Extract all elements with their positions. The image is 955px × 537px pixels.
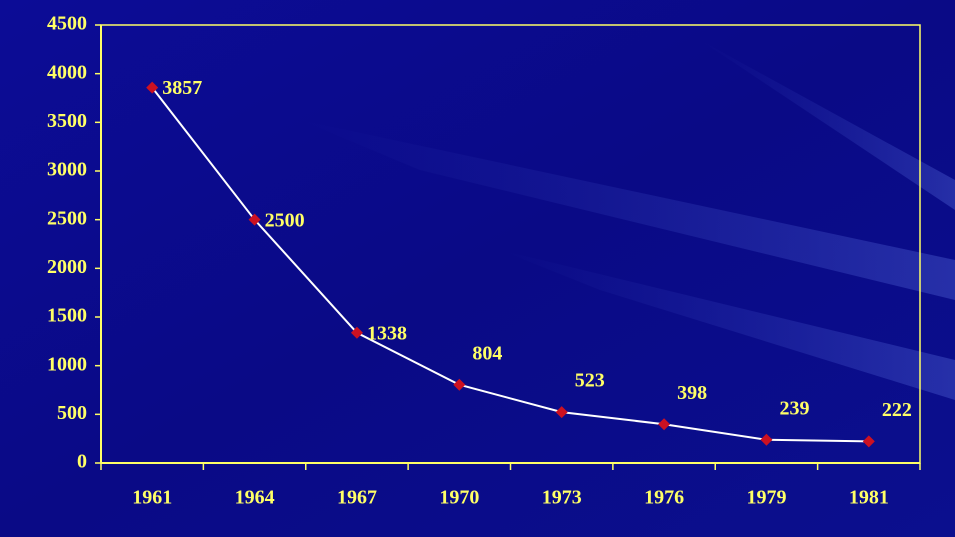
data-label: 2500 bbox=[265, 209, 305, 231]
data-label: 398 bbox=[677, 382, 707, 404]
data-line bbox=[151, 86, 869, 443]
x-tick-label: 1967 bbox=[337, 487, 377, 509]
y-tick-label: 3000 bbox=[47, 159, 87, 181]
y-tick-label: 1000 bbox=[47, 353, 87, 375]
data-point bbox=[453, 378, 466, 391]
data-label: 523 bbox=[575, 370, 605, 392]
x-tick-label: 1970 bbox=[439, 487, 479, 509]
data-point bbox=[760, 433, 773, 446]
x-tick-label: 1981 bbox=[849, 487, 889, 509]
background-streak bbox=[300, 120, 955, 300]
y-tick-label: 3500 bbox=[47, 110, 87, 132]
plot: 0 500 1000 1500 2000 2500 3000 3500 4000 4500 1961… bbox=[47, 13, 921, 509]
data-label: 1338 bbox=[367, 322, 407, 344]
background-streak bbox=[500, 250, 955, 400]
data-point bbox=[555, 406, 568, 419]
data-point bbox=[862, 435, 875, 448]
y-tick-label: 2000 bbox=[47, 256, 87, 278]
data-label: 222 bbox=[882, 399, 912, 421]
data-point bbox=[146, 81, 159, 94]
y-tick-label: 500 bbox=[57, 402, 87, 424]
x-tick-label: 1973 bbox=[542, 487, 582, 509]
y-tick-label: 4000 bbox=[47, 61, 87, 83]
data-point bbox=[248, 213, 261, 226]
y-tick-label: 2500 bbox=[47, 207, 87, 229]
y-tick-label: 0 bbox=[77, 451, 87, 473]
data-label: 3857 bbox=[162, 77, 202, 99]
data-point bbox=[350, 326, 363, 339]
data-label: 804 bbox=[472, 342, 502, 364]
background-streak bbox=[700, 40, 955, 210]
data-label: 239 bbox=[779, 397, 809, 419]
data-point bbox=[658, 418, 671, 431]
x-tick-label: 1979 bbox=[746, 487, 786, 509]
x-tick-label: 1964 bbox=[235, 487, 275, 509]
y-tick-label: 1500 bbox=[47, 305, 87, 327]
x-tick-label: 1961 bbox=[132, 487, 172, 509]
y-tick-label: 4500 bbox=[47, 13, 87, 35]
x-tick-label: 1976 bbox=[644, 487, 684, 509]
